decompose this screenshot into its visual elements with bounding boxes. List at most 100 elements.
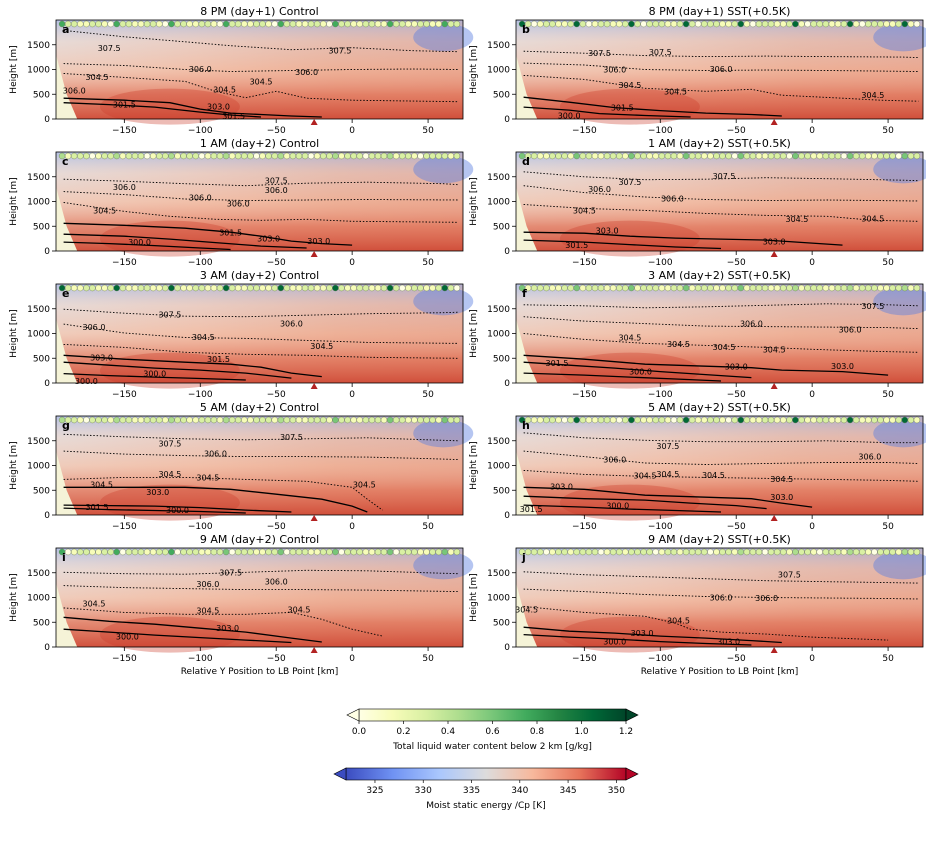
lwc-marker bbox=[664, 416, 672, 424]
x-tick-label: 50 bbox=[422, 390, 434, 400]
colorbar-body bbox=[358, 708, 627, 722]
mse-field-vertical bbox=[56, 416, 463, 515]
x-tick-label: −100 bbox=[648, 258, 673, 268]
lwc-marker bbox=[889, 416, 896, 424]
lwc-marker bbox=[83, 548, 90, 556]
x-tick-label: −100 bbox=[188, 390, 213, 400]
lwc-marker bbox=[113, 152, 120, 160]
lwc-marker bbox=[664, 20, 672, 28]
lwc-marker bbox=[640, 152, 647, 160]
lwc-marker bbox=[846, 152, 854, 160]
lwc-marker bbox=[228, 416, 236, 424]
contour-label: 301.5 bbox=[546, 359, 569, 368]
lwc-marker bbox=[228, 548, 236, 556]
lwc-marker bbox=[320, 284, 327, 292]
contour-label: 300.0 bbox=[143, 370, 166, 379]
lwc-marker bbox=[174, 548, 181, 556]
lwc-marker bbox=[70, 152, 78, 160]
lwc-marker bbox=[786, 284, 793, 292]
lwc-marker bbox=[356, 284, 363, 292]
contour-304.5 bbox=[523, 469, 919, 482]
x-tick-label: −150 bbox=[572, 390, 597, 400]
lwc-marker bbox=[579, 20, 586, 28]
terrain-wedge bbox=[516, 582, 538, 647]
contour-label: 304.5 bbox=[288, 605, 311, 614]
x-tick-label: −150 bbox=[572, 522, 597, 532]
lwc-marker bbox=[332, 416, 339, 424]
lwc-marker bbox=[610, 284, 617, 292]
lwc-marker bbox=[555, 548, 562, 556]
lwc-marker bbox=[640, 284, 647, 292]
lwc-marker bbox=[828, 548, 836, 556]
lwc-marker bbox=[913, 548, 921, 556]
lwc-marker bbox=[634, 20, 641, 28]
lwc-marker bbox=[555, 284, 562, 292]
lwc-marker bbox=[597, 152, 605, 160]
contour-label: 306.0 bbox=[295, 68, 318, 77]
y-tick-label: 1000 bbox=[27, 198, 50, 208]
contour-307.5 bbox=[63, 569, 459, 575]
lwc-marker bbox=[859, 548, 866, 556]
x-tick-label: −100 bbox=[188, 522, 213, 532]
lwc-marker bbox=[828, 284, 836, 292]
lwc-marker bbox=[628, 548, 635, 556]
lwc-marker bbox=[204, 20, 212, 28]
lwc-marker bbox=[405, 20, 412, 28]
lwc-marker bbox=[149, 284, 157, 292]
lwc-marker bbox=[447, 416, 455, 424]
y-tick-label: 0 bbox=[504, 115, 510, 125]
lwc-marker bbox=[561, 284, 568, 292]
lwc-marker bbox=[780, 416, 787, 424]
x-tick-label: −150 bbox=[112, 126, 137, 136]
x-tick-label: −100 bbox=[648, 522, 673, 532]
lwc-marker bbox=[755, 284, 763, 292]
lwc-marker bbox=[883, 284, 890, 292]
lwc-marker bbox=[137, 548, 145, 556]
y-tick-label: 500 bbox=[33, 90, 50, 100]
lwc-marker bbox=[725, 20, 732, 28]
contour-label: 304.5 bbox=[634, 471, 657, 480]
y-tick-label: 500 bbox=[493, 618, 510, 628]
lwc-marker bbox=[646, 20, 653, 28]
colorbar-tick-label: 1.2 bbox=[619, 727, 633, 737]
contour-label: 306.0 bbox=[280, 320, 303, 329]
lwc-marker bbox=[780, 20, 787, 28]
contour-label: 304.5 bbox=[213, 85, 236, 94]
lwc-marker bbox=[131, 548, 139, 556]
lwc-marker bbox=[871, 416, 878, 424]
lwc-marker bbox=[743, 284, 750, 292]
lwc-marker bbox=[453, 152, 461, 160]
lwc-marker bbox=[658, 152, 665, 160]
y-tick-label: 1500 bbox=[487, 437, 510, 447]
lb-point-marker bbox=[310, 251, 318, 257]
lwc-marker bbox=[95, 416, 102, 424]
lwc-marker bbox=[719, 416, 726, 424]
lwc-marker bbox=[307, 20, 315, 28]
contour-301.5 bbox=[63, 102, 262, 118]
lwc-marker bbox=[83, 416, 90, 424]
lwc-marker bbox=[350, 548, 357, 556]
lwc-marker bbox=[180, 416, 187, 424]
lwc-marker bbox=[234, 548, 242, 556]
contour-label: 307.5 bbox=[618, 178, 641, 187]
lwc-marker bbox=[399, 416, 406, 424]
lwc-marker bbox=[174, 284, 181, 292]
lwc-marker bbox=[701, 20, 708, 28]
panel-letter: h bbox=[522, 419, 530, 432]
lwc-marker bbox=[749, 20, 757, 28]
lwc-marker bbox=[429, 416, 436, 424]
lb-point-marker bbox=[770, 119, 778, 125]
contour-label: 306.0 bbox=[227, 199, 250, 208]
x-tick-label: 50 bbox=[882, 654, 894, 664]
contour-307.5 bbox=[63, 433, 459, 442]
lwc-marker bbox=[537, 20, 544, 28]
contour-label: 300.0 bbox=[606, 502, 629, 511]
x-tick-label: 0 bbox=[349, 390, 355, 400]
lwc-marker bbox=[871, 152, 878, 160]
liquid-water-markers bbox=[58, 152, 461, 160]
lwc-marker bbox=[731, 548, 738, 556]
lwc-marker bbox=[374, 20, 382, 28]
lwc-marker bbox=[859, 416, 866, 424]
lwc-marker bbox=[156, 416, 163, 424]
